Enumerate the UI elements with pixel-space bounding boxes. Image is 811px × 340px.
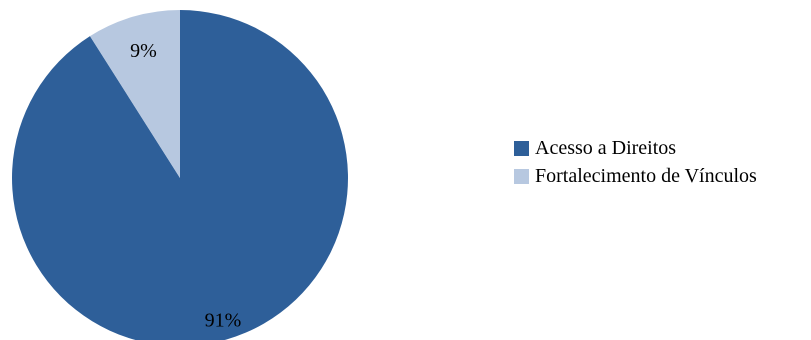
legend-item-acesso-a-direitos: Acesso a Direitos — [514, 134, 757, 162]
legend: Acesso a Direitos Fortalecimento de Vínc… — [514, 134, 757, 190]
legend-label-fortalecimento-de-vinculos: Fortalecimento de Vínculos — [535, 164, 757, 187]
legend-label-acesso-a-direitos: Acesso a Direitos — [535, 136, 677, 159]
legend-swatch-acesso-a-direitos — [514, 140, 529, 156]
legend-swatch-fortalecimento-de-vinculos — [514, 168, 529, 184]
legend-item-fortalecimento-de-vinculos: Fortalecimento de Vínculos — [514, 162, 757, 190]
pie-slice-fortalecimento-de-vinculos — [89, 10, 180, 178]
data-label-acesso-a-direitos: 91% — [205, 310, 242, 332]
data-label-fortalecimento-de-vinculos: 9% — [130, 40, 157, 62]
pie-slice-acesso-a-direitos — [12, 10, 348, 340]
